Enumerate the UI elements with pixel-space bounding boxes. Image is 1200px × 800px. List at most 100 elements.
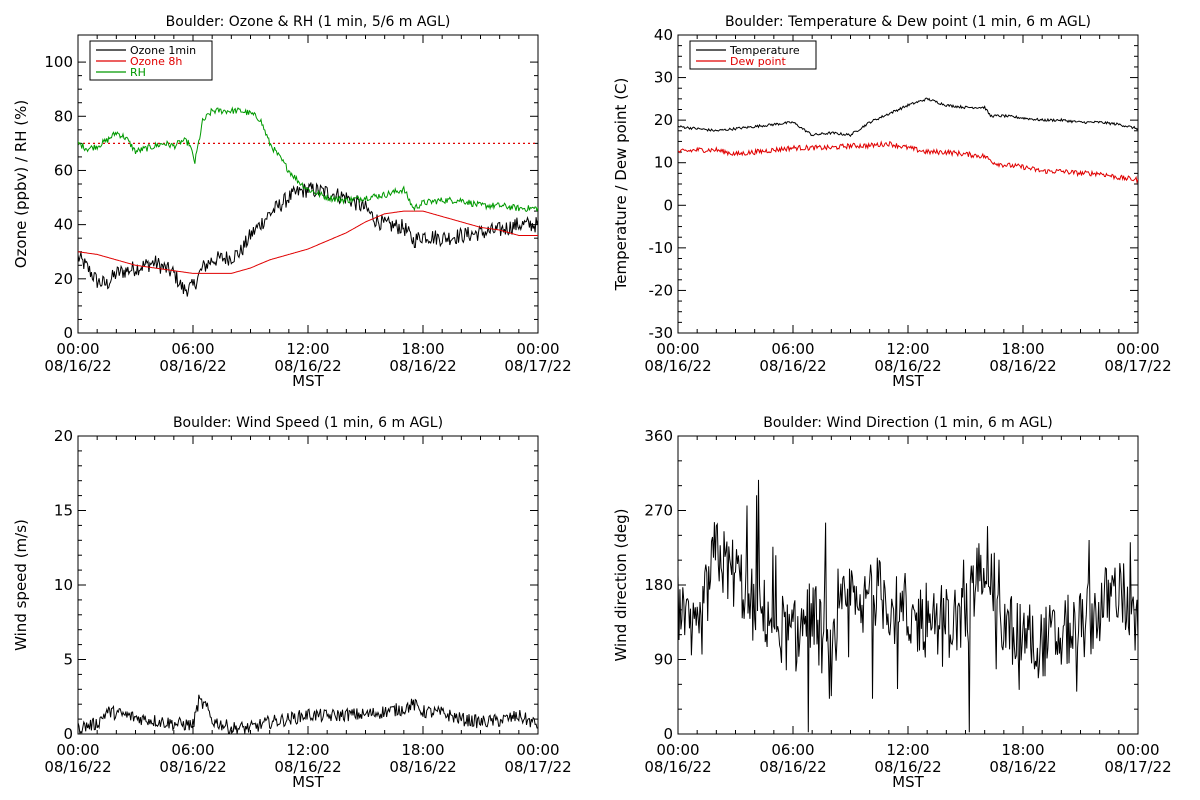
plot-area bbox=[678, 97, 1138, 185]
plot-frame bbox=[677, 34, 1139, 334]
x-tick-time: 00:00 bbox=[656, 340, 699, 358]
x-tick-time: 00:00 bbox=[56, 741, 99, 759]
x-tick-date: 08/16/22 bbox=[274, 758, 341, 776]
y-tick-label: 80 bbox=[54, 107, 73, 125]
x-tick-time: 06:00 bbox=[771, 741, 814, 759]
y-tick-label: 180 bbox=[644, 576, 673, 594]
x-tick-time: 12:00 bbox=[886, 741, 929, 759]
x-tick-date: 08/16/22 bbox=[44, 758, 111, 776]
chart-panel-3: Boulder: Wind Speed (1 min, 6 m AGL) 0 5 10… bbox=[12, 415, 572, 791]
x-tick-time: 18:00 bbox=[1001, 741, 1044, 759]
y-tick-label: 15 bbox=[54, 502, 73, 520]
x-tick-date: 08/16/22 bbox=[159, 758, 226, 776]
x-tick-time: 00:00 bbox=[1116, 741, 1159, 759]
x-tick-date: 08/16/22 bbox=[759, 357, 826, 375]
series-line-temperature bbox=[678, 97, 1138, 138]
x-tick-date: 08/16/22 bbox=[759, 758, 826, 776]
series-line-1 bbox=[678, 479, 1138, 733]
y-tick-label: -30 bbox=[649, 324, 674, 342]
chart-panel-4: Boulder: Wind Direction (1 min, 6 m AGL)… bbox=[612, 415, 1172, 791]
x-tick-time: 00:00 bbox=[56, 340, 99, 358]
y-tick-label: 270 bbox=[644, 502, 673, 520]
y-axis-label: Wind speed (m/s) bbox=[12, 519, 30, 651]
plot-area bbox=[78, 694, 538, 734]
series-line-ozone-1min bbox=[78, 182, 538, 297]
y-tick-label: -10 bbox=[649, 239, 674, 257]
y-tick-label: 40 bbox=[54, 216, 73, 234]
x-tick-date: 08/17/22 bbox=[1104, 357, 1171, 375]
y-axis-label: Ozone (ppbv) / RH (%) bbox=[12, 100, 30, 269]
y-tick-label: 20 bbox=[654, 111, 673, 129]
x-tick-date: 08/17/22 bbox=[504, 758, 571, 776]
legend-label: Ozone 8h bbox=[130, 55, 182, 68]
x-tick-date: 08/16/22 bbox=[989, 758, 1056, 776]
x-tick-date: 08/17/22 bbox=[1104, 758, 1171, 776]
series-line-ozone-8h bbox=[78, 210, 538, 274]
y-axis-label: Temperature / Dew point (C) bbox=[612, 78, 630, 292]
x-axis-label: MST bbox=[892, 773, 924, 791]
x-tick-date: 08/16/22 bbox=[159, 357, 226, 375]
y-tick-label: 5 bbox=[63, 651, 73, 669]
x-tick-date: 08/16/22 bbox=[644, 758, 711, 776]
chart-title: Boulder: Wind Direction (1 min, 6 m AGL) bbox=[763, 415, 1052, 431]
x-tick-date: 08/16/22 bbox=[874, 357, 941, 375]
y-tick-label: 30 bbox=[654, 69, 673, 87]
x-tick-date: 08/16/22 bbox=[274, 357, 341, 375]
y-tick-label: 360 bbox=[644, 427, 673, 445]
y-tick-label: 40 bbox=[654, 26, 673, 44]
x-tick-time: 00:00 bbox=[516, 741, 559, 759]
x-tick-time: 00:00 bbox=[656, 741, 699, 759]
plot-frame bbox=[677, 435, 1139, 735]
x-tick-date: 08/16/22 bbox=[644, 357, 711, 375]
x-axis-label: MST bbox=[292, 773, 324, 791]
x-tick-time: 12:00 bbox=[286, 340, 329, 358]
chart-panel-2: Boulder: Temperature & Dew point (1 min,… bbox=[612, 14, 1172, 390]
chart-title: Boulder: Temperature & Dew point (1 min,… bbox=[725, 14, 1091, 30]
legend-label: Ozone 1min bbox=[130, 44, 196, 57]
x-tick-time: 12:00 bbox=[286, 741, 329, 759]
chart-panel-1: Boulder: Ozone & RH (1 min, 5/6 m AGL) 0 2… bbox=[12, 14, 572, 390]
x-tick-date: 08/16/22 bbox=[989, 357, 1056, 375]
x-tick-date: 08/16/22 bbox=[389, 357, 456, 375]
y-tick-label: 0 bbox=[63, 725, 73, 743]
y-tick-label: 20 bbox=[54, 427, 73, 445]
y-tick-label: 0 bbox=[63, 324, 73, 342]
x-tick-time: 12:00 bbox=[886, 340, 929, 358]
x-tick-time: 06:00 bbox=[771, 340, 814, 358]
x-tick-time: 18:00 bbox=[1001, 340, 1044, 358]
y-tick-label: 100 bbox=[44, 53, 73, 71]
plot-frame bbox=[77, 435, 539, 735]
y-tick-label: 10 bbox=[654, 154, 673, 172]
chart-title: Boulder: Wind Speed (1 min, 6 m AGL) bbox=[173, 415, 443, 431]
x-axis-label: MST bbox=[892, 372, 924, 390]
legend-label: RH bbox=[130, 66, 146, 79]
y-tick-label: 0 bbox=[663, 725, 673, 743]
plot-area bbox=[78, 106, 538, 297]
x-tick-time: 06:00 bbox=[171, 741, 214, 759]
y-tick-label: -20 bbox=[649, 281, 674, 299]
legend-box bbox=[689, 40, 817, 70]
x-tick-date: 08/16/22 bbox=[389, 758, 456, 776]
series-line-1 bbox=[78, 694, 538, 734]
plot-area bbox=[678, 479, 1138, 733]
y-tick-label: 20 bbox=[54, 270, 73, 288]
series-line-dew-point bbox=[678, 140, 1138, 185]
series-line-rh bbox=[78, 106, 538, 213]
y-tick-label: 60 bbox=[54, 161, 73, 179]
y-axis-label: Wind direction (deg) bbox=[612, 509, 630, 662]
y-tick-label: 0 bbox=[663, 196, 673, 214]
x-tick-date: 08/16/22 bbox=[874, 758, 941, 776]
x-tick-time: 06:00 bbox=[171, 340, 214, 358]
y-tick-label: 10 bbox=[54, 576, 73, 594]
x-axis-label: MST bbox=[292, 372, 324, 390]
y-tick-label: 90 bbox=[654, 651, 673, 669]
legend-label: Temperature bbox=[729, 44, 800, 57]
legend-label: Dew point bbox=[730, 55, 786, 68]
x-tick-time: 00:00 bbox=[1116, 340, 1159, 358]
x-tick-time: 00:00 bbox=[516, 340, 559, 358]
x-tick-date: 08/17/22 bbox=[504, 357, 571, 375]
chart-title: Boulder: Ozone & RH (1 min, 5/6 m AGL) bbox=[166, 14, 451, 30]
x-tick-time: 18:00 bbox=[401, 340, 444, 358]
